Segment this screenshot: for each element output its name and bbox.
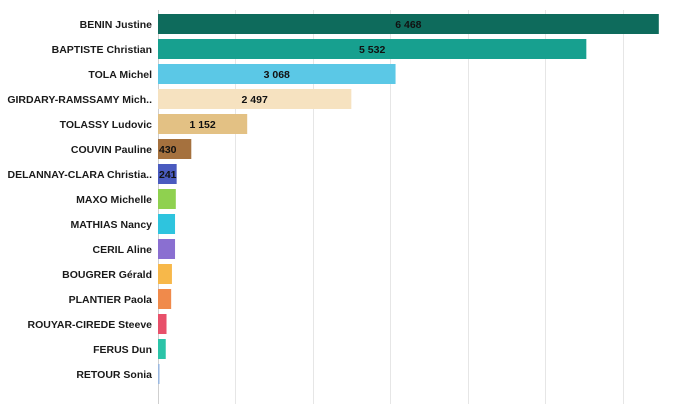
bar[interactable] (158, 364, 160, 384)
bar[interactable] (158, 189, 176, 209)
value-labels: 6 468 5 532 3 068 2 497 1 152 430 241 (159, 19, 422, 181)
category-label: TOLA Michel (88, 69, 152, 81)
value-label: 5 532 (359, 44, 385, 56)
bar[interactable] (158, 289, 172, 309)
bar[interactable] (158, 64, 396, 84)
value-label: 241 (159, 169, 177, 181)
bar[interactable] (158, 214, 176, 234)
bar[interactable] (158, 139, 192, 159)
value-label: 2 497 (242, 94, 268, 106)
value-label: 6 468 (395, 19, 421, 31)
bar[interactable] (158, 89, 352, 109)
category-label: BAPTISTE Christian (52, 44, 152, 56)
value-label: 1 152 (189, 119, 215, 131)
bar[interactable] (158, 239, 176, 259)
bar[interactable] (158, 39, 587, 59)
category-label: GIRDARY-RAMSSAMY Mich.. (7, 94, 152, 106)
category-label: RETOUR Sonia (76, 369, 152, 381)
value-label: 3 068 (264, 69, 290, 81)
category-label: CERIL Aline (92, 244, 152, 256)
category-label: MATHIAS Nancy (71, 219, 153, 231)
category-label: COUVIN Pauline (71, 144, 152, 156)
category-label: DELANNAY-CLARA Christia.. (8, 169, 153, 181)
category-label: MAXO Michelle (76, 194, 152, 206)
bar[interactable] (158, 339, 166, 359)
value-label: 430 (159, 144, 177, 156)
bars (158, 14, 659, 384)
category-label: ROUYAR-CIREDE Steeve (28, 319, 153, 331)
category-label: BENIN Justine (80, 19, 153, 31)
category-labels: BENIN Justine BAPTISTE Christian TOLA Mich… (7, 19, 152, 381)
bar[interactable] (158, 14, 659, 34)
bar[interactable] (158, 264, 172, 284)
bar[interactable] (158, 314, 167, 334)
bar[interactable] (158, 114, 248, 134)
category-label: TOLASSY Ludovic (60, 119, 153, 131)
category-label: BOUGRER Gérald (62, 269, 152, 281)
bar[interactable] (158, 164, 177, 184)
category-label: PLANTIER Paola (69, 294, 153, 306)
category-label: FERUS Dun (93, 344, 152, 356)
